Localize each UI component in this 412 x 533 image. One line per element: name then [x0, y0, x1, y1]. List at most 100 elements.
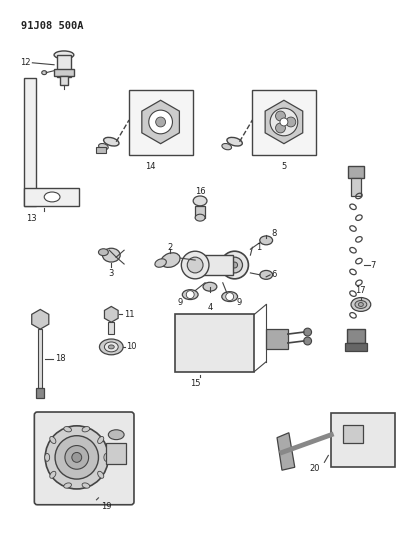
Bar [54, 69, 74, 76]
Bar [36, 389, 44, 398]
Polygon shape [105, 306, 118, 322]
Ellipse shape [44, 192, 60, 202]
Ellipse shape [161, 253, 180, 268]
Text: 14: 14 [145, 163, 156, 172]
Text: 12: 12 [20, 58, 30, 67]
Bar [195, 255, 233, 275]
Text: 4: 4 [207, 303, 213, 311]
Bar [129, 91, 193, 155]
Text: 11: 11 [124, 310, 135, 319]
Circle shape [55, 435, 98, 479]
Bar [57, 55, 71, 77]
Bar [108, 322, 114, 334]
Bar [351, 178, 361, 196]
Ellipse shape [260, 236, 273, 245]
Text: 3: 3 [109, 269, 114, 278]
Ellipse shape [351, 297, 371, 311]
Text: 18: 18 [55, 354, 66, 363]
Text: 5: 5 [281, 163, 287, 172]
Circle shape [156, 117, 166, 127]
Ellipse shape [104, 342, 118, 352]
Circle shape [186, 290, 194, 298]
Bar [106, 442, 126, 464]
Polygon shape [265, 100, 303, 144]
Ellipse shape [64, 483, 71, 488]
Text: 20: 20 [309, 464, 320, 473]
Text: 9: 9 [236, 298, 242, 307]
Ellipse shape [358, 303, 363, 306]
Ellipse shape [193, 196, 207, 206]
Circle shape [270, 108, 298, 136]
Ellipse shape [98, 143, 108, 150]
Bar [96, 147, 106, 152]
Ellipse shape [45, 454, 49, 462]
Ellipse shape [181, 251, 209, 279]
Polygon shape [142, 100, 179, 144]
Ellipse shape [232, 262, 238, 268]
Bar [60, 76, 68, 85]
Ellipse shape [108, 430, 124, 440]
Text: 9: 9 [177, 298, 183, 307]
Circle shape [226, 293, 234, 301]
Ellipse shape [82, 483, 90, 488]
Circle shape [65, 446, 89, 469]
Bar [348, 166, 364, 178]
Bar [253, 91, 316, 155]
Ellipse shape [54, 51, 74, 59]
Ellipse shape [304, 328, 311, 336]
Ellipse shape [222, 292, 238, 302]
Ellipse shape [222, 143, 232, 150]
Ellipse shape [195, 214, 205, 221]
Circle shape [149, 110, 173, 134]
Circle shape [45, 426, 108, 489]
Bar [176, 314, 254, 372]
Bar [24, 188, 79, 206]
Ellipse shape [98, 471, 104, 478]
Circle shape [286, 117, 296, 127]
Ellipse shape [155, 259, 166, 267]
Circle shape [276, 123, 286, 133]
Circle shape [276, 111, 286, 121]
Text: 15: 15 [190, 379, 201, 389]
Ellipse shape [203, 282, 217, 291]
Ellipse shape [98, 249, 108, 256]
Text: 6: 6 [271, 270, 276, 279]
Text: 13: 13 [26, 214, 37, 223]
Ellipse shape [260, 270, 273, 279]
Text: 16: 16 [195, 187, 206, 196]
Polygon shape [277, 433, 295, 470]
Ellipse shape [50, 471, 56, 478]
Ellipse shape [82, 426, 90, 432]
Bar [38, 329, 42, 389]
Ellipse shape [108, 345, 114, 349]
Text: 7: 7 [371, 261, 376, 270]
Text: 19: 19 [101, 502, 112, 511]
Ellipse shape [103, 248, 120, 262]
Text: 1: 1 [256, 243, 262, 252]
Bar [347, 329, 365, 343]
Ellipse shape [64, 426, 71, 432]
Text: 8: 8 [271, 229, 276, 238]
Ellipse shape [99, 339, 123, 355]
Ellipse shape [304, 337, 311, 345]
Polygon shape [32, 310, 49, 329]
Ellipse shape [355, 301, 367, 309]
Text: 91J08 500A: 91J08 500A [21, 21, 83, 31]
FancyBboxPatch shape [34, 412, 134, 505]
Bar [343, 425, 363, 442]
Bar [24, 78, 36, 206]
Circle shape [72, 453, 82, 462]
Ellipse shape [42, 71, 47, 75]
Ellipse shape [104, 454, 109, 462]
Bar [266, 329, 288, 349]
Ellipse shape [103, 138, 119, 146]
Ellipse shape [183, 289, 198, 300]
Bar [195, 206, 205, 217]
Bar [331, 413, 396, 467]
Ellipse shape [50, 437, 56, 443]
Text: 2: 2 [168, 243, 173, 252]
Text: 10: 10 [126, 342, 137, 351]
Bar [345, 343, 367, 351]
Ellipse shape [187, 257, 203, 273]
Ellipse shape [98, 437, 104, 443]
